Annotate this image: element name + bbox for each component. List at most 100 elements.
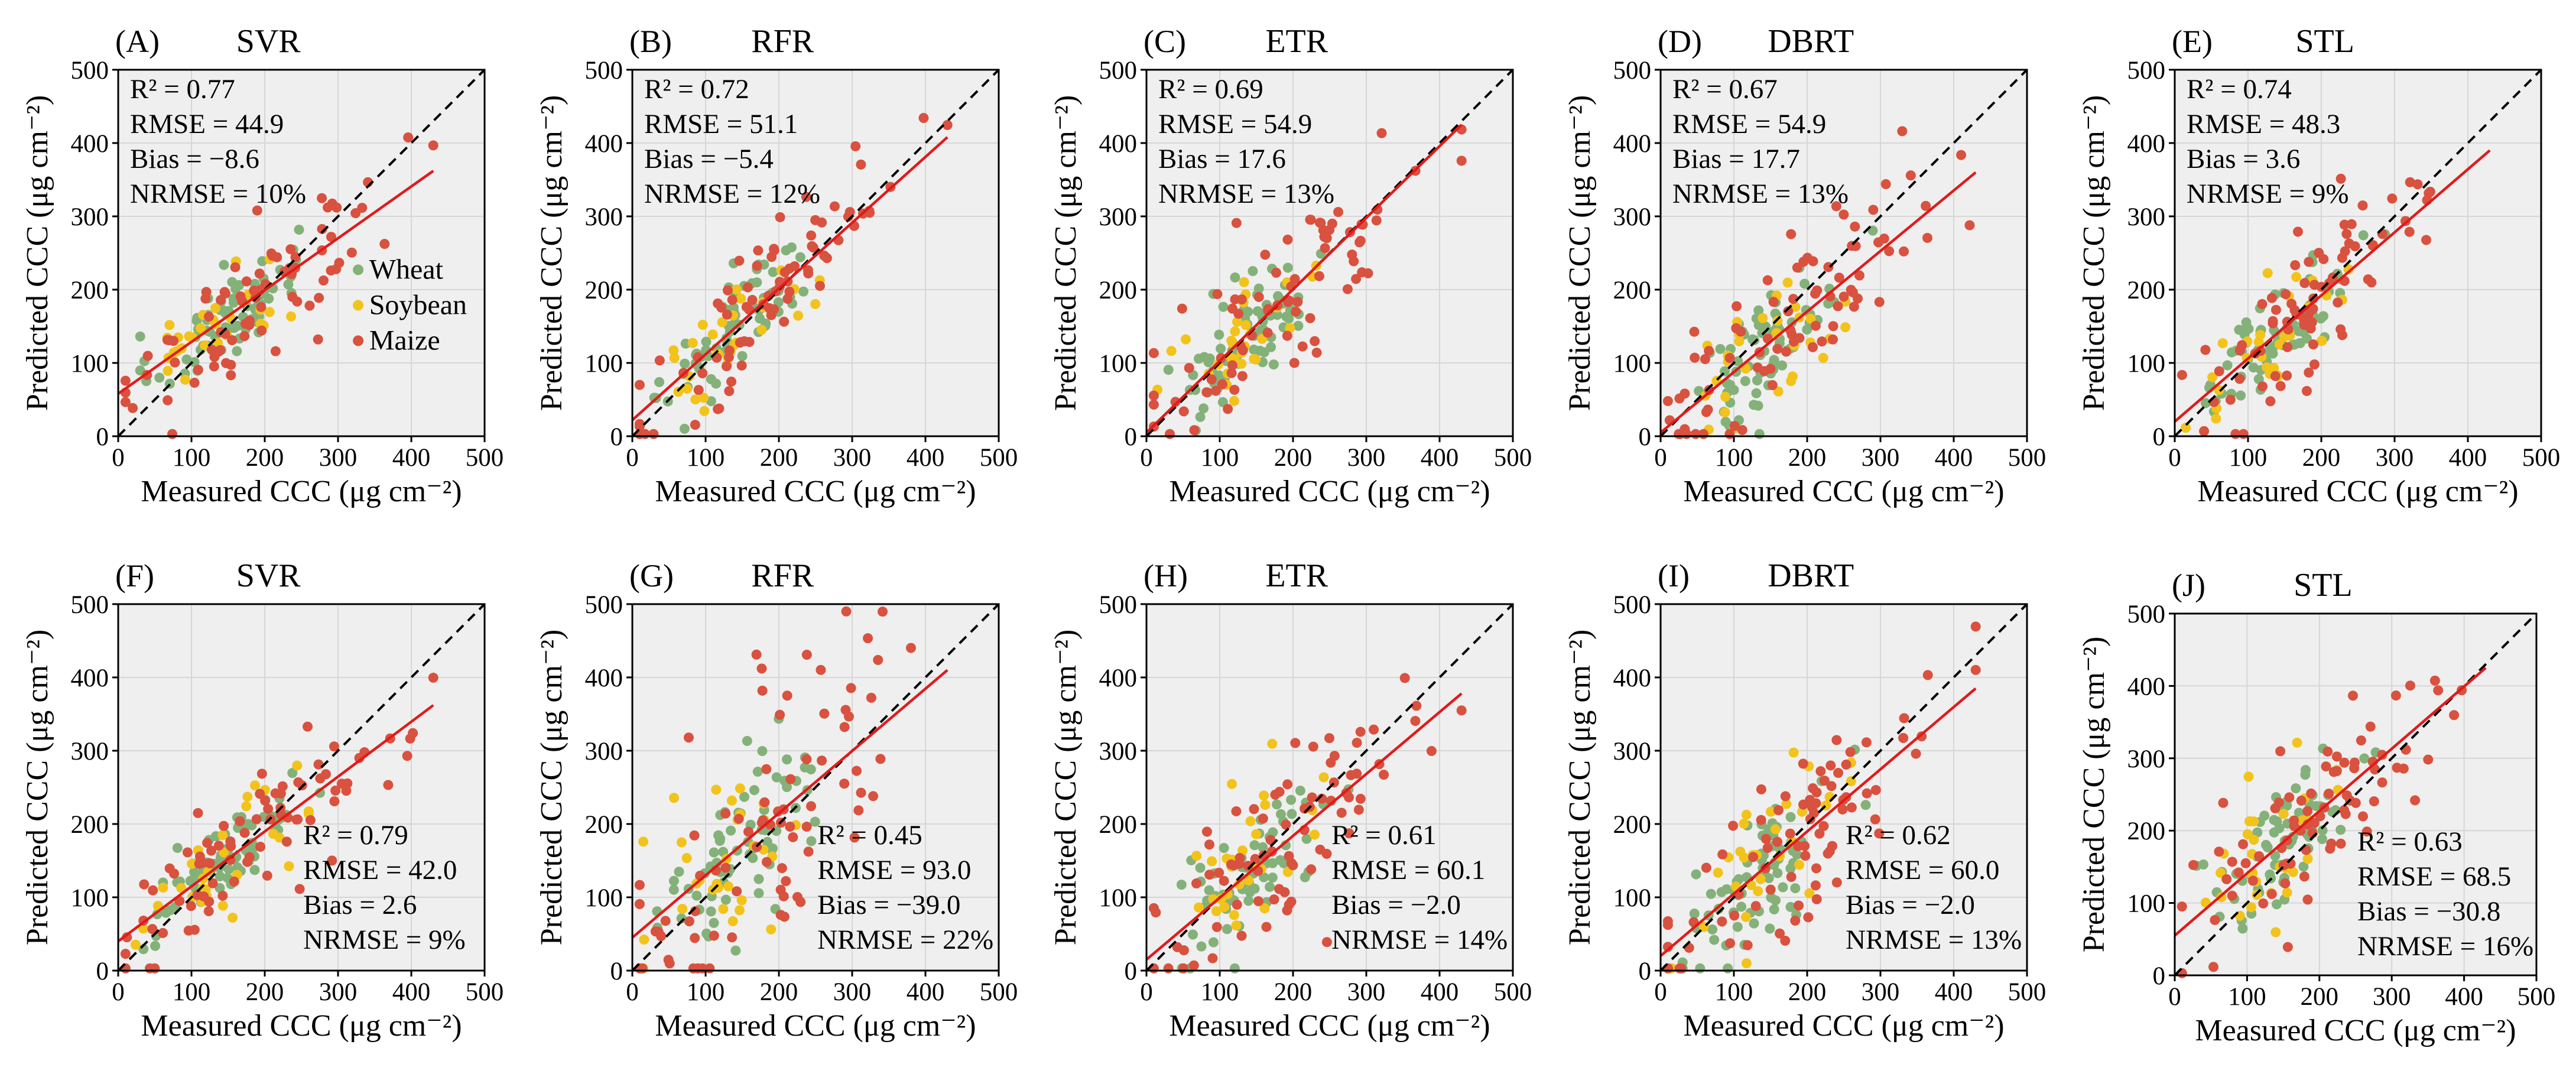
scatter-point [720, 894, 731, 905]
scatter-point [428, 673, 438, 683]
scatter-point [1740, 376, 1750, 387]
scatter-point [1861, 737, 1872, 748]
scatter-point [1201, 387, 1212, 398]
scatter-point [1258, 316, 1268, 327]
scatter-point [244, 320, 255, 330]
scatter-point [717, 317, 727, 327]
x-axis-label: Measured CCC (μg cm⁻²) [655, 475, 976, 508]
scatter-point [223, 864, 234, 874]
scatter-point [428, 140, 438, 151]
y-axis-label: Predicted CCC (μg cm⁻²) [21, 95, 54, 411]
x-axis-label: Measured CCC (μg cm⁻²) [1169, 475, 1490, 508]
scatter-point [1352, 738, 1362, 748]
scatter-point [327, 198, 337, 209]
y-tick-label: 100 [1099, 884, 1138, 912]
scatter-point [1355, 235, 1366, 246]
scatter-point [2282, 887, 2292, 898]
scatter-point [1327, 218, 1337, 229]
x-tick-label: 400 [1421, 978, 1459, 1006]
scatter-point [1272, 310, 1282, 320]
stat-line: NRMSE = 9% [2187, 179, 2349, 209]
scatter-point [747, 294, 758, 305]
scatter-point [713, 298, 723, 309]
x-axis-label: Measured CCC (μg cm⁻²) [2197, 475, 2518, 508]
scatter-point [1921, 200, 1931, 211]
y-tick-label: 100 [2127, 890, 2166, 918]
scatter-point [803, 846, 814, 857]
scatter-point [1336, 807, 1347, 818]
scatter-point [1879, 233, 1889, 244]
scatter-point [1897, 126, 1908, 137]
x-axis-label: Measured CCC (μg cm⁻²) [2195, 1014, 2516, 1047]
x-tick-label: 200 [246, 978, 284, 1006]
stat-line: R² = 0.69 [1158, 74, 1263, 105]
scatter-point [806, 230, 817, 241]
scatter-point [2293, 226, 2304, 237]
scatter-point [2350, 797, 2361, 808]
scatter-point [1284, 313, 1294, 324]
scatter-point [810, 299, 821, 309]
x-tick-label: 500 [2517, 983, 2556, 1011]
scatter-point [761, 764, 772, 774]
scatter-point [2259, 810, 2270, 821]
scatter-point [1695, 963, 1706, 974]
scatter-point [759, 797, 770, 807]
scatter-point [731, 284, 742, 295]
scatter-point [1310, 829, 1320, 840]
scatter-point [215, 883, 225, 893]
scatter-point [2335, 838, 2346, 849]
scatter-point [1811, 863, 1821, 874]
scatter-point [264, 307, 275, 317]
scatter-point [230, 262, 241, 273]
scatter-point [1690, 352, 1700, 363]
scatter-point [1204, 885, 1214, 896]
scatter-point [1399, 673, 1410, 683]
scatter-point [714, 403, 725, 414]
scatter-point [327, 855, 337, 866]
y-tick-label: 300 [585, 203, 623, 231]
scatter-point [2304, 257, 2314, 267]
stat-line: NRMSE = 22% [817, 924, 993, 955]
scatter-point [217, 830, 228, 841]
scatter-point [1884, 246, 1895, 257]
scatter-point [1804, 888, 1815, 898]
panel-title: ETR [1265, 557, 1328, 594]
stat-line: NRMSE = 14% [1331, 924, 1508, 955]
scatter-point [1825, 760, 1836, 771]
scatter-point [2273, 797, 2284, 808]
scatter-point [270, 346, 281, 356]
scatter-point [1248, 266, 1258, 277]
scatter-point [1782, 277, 1793, 288]
scatter-point [1286, 794, 1297, 805]
scatter-point [203, 906, 214, 916]
scatter-point [805, 764, 816, 775]
scatter-point [1880, 179, 1891, 190]
scatter-point [2306, 788, 2317, 799]
x-tick-label: 200 [2302, 444, 2341, 472]
stat-line: RMSE = 51.1 [644, 109, 798, 140]
scatter-point [2361, 826, 2372, 837]
y-tick-label: 200 [2127, 277, 2166, 304]
scatter-point [163, 365, 173, 376]
y-tick-label: 100 [2127, 350, 2166, 378]
scatter-point [187, 858, 197, 869]
scatter-point [1351, 274, 1362, 284]
scatter-point [2392, 763, 2402, 773]
scatter-point [648, 429, 659, 439]
scatter-point [2246, 902, 2256, 913]
scatter-point [752, 261, 762, 271]
scatter-point [850, 141, 861, 151]
x-tick-label: 400 [1935, 978, 1973, 1006]
scatter-point [2247, 875, 2258, 886]
scatter-point [1148, 399, 1159, 410]
scatter-point [215, 871, 225, 881]
scatter-point [2291, 783, 2301, 794]
y-tick-label: 300 [2127, 745, 2166, 773]
scatter-point [2274, 339, 2285, 349]
stat-line: NRMSE = 10% [130, 179, 306, 209]
scatter-point [2214, 385, 2224, 395]
scatter-point [2299, 278, 2310, 288]
scatter-point [2243, 771, 2254, 782]
chart-panel-d: 0 100 200 300 400 5000100200300400500Measured… [1563, 23, 2046, 508]
scatter-point [2322, 746, 2333, 757]
